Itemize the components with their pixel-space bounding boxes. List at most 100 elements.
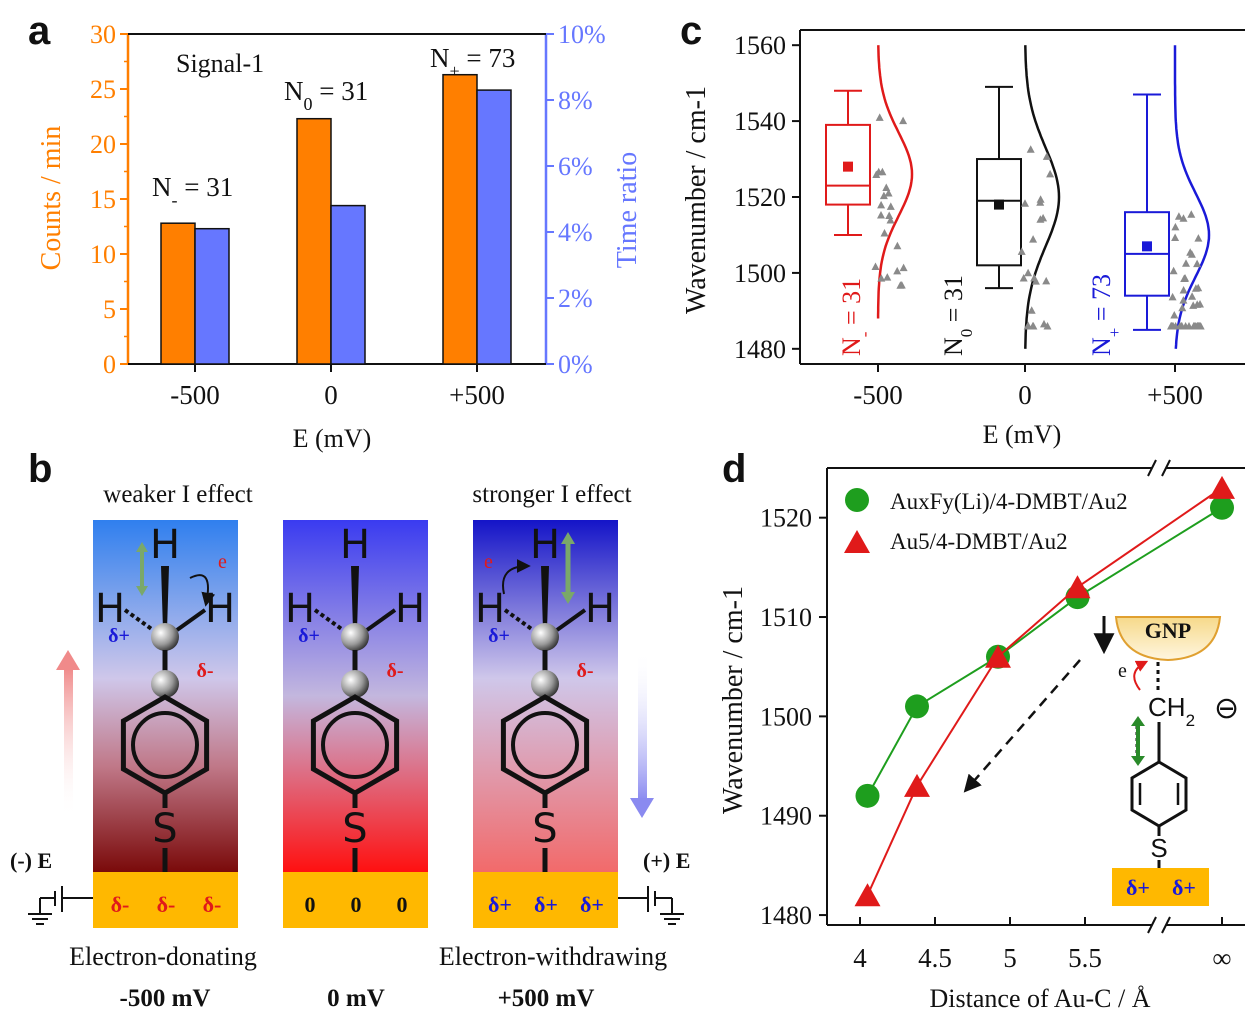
n-label-c-1: N0 = 31 <box>939 275 976 356</box>
c-y-tick-label-0: 1480 <box>734 335 786 364</box>
carbon-ball-top-2 <box>531 623 559 651</box>
arrow-up-left-head <box>56 650 80 670</box>
e-label-right: e <box>484 551 493 573</box>
panel-label-c: c <box>680 9 702 53</box>
d-point-triangle-3 <box>1064 575 1091 599</box>
bond-dash-left-0 <box>123 608 155 632</box>
legend-marker-green <box>845 488 869 512</box>
surface-right <box>473 872 618 928</box>
sample-point-2-43 <box>1194 234 1203 242</box>
sample-point-2-7 <box>1174 212 1183 220</box>
ylabel-d: Wavenumber / cm-1 <box>718 586 749 814</box>
surface-text-0-1: δ- <box>157 892 176 917</box>
atom-h-left-2: H <box>475 586 505 632</box>
dist-curve-0 <box>876 45 914 319</box>
sample-point-0-20 <box>880 229 889 237</box>
circuit-right <box>618 886 684 925</box>
d-y-tick-label-4: 1520 <box>760 504 812 533</box>
d-y-tick-label-1: 1490 <box>760 802 812 831</box>
d-point-triangle-0 <box>854 883 881 907</box>
mv-left: -500 mV <box>120 985 211 1011</box>
sample-point-0-18 <box>879 191 888 200</box>
ann-n-plus: N+ = 73 <box>430 43 515 81</box>
surface-text-1-0: 0 <box>305 892 316 917</box>
bars-group <box>160 73 512 365</box>
bar-counts-2 <box>442 73 478 365</box>
surface-text-0-0: δ- <box>111 892 130 917</box>
c-y-tick-label-4: 1560 <box>734 31 786 60</box>
sample-point-0-15 <box>878 167 887 176</box>
ylabel-right-a: Time ratio <box>612 152 643 268</box>
panel-b: b weaker I effect stronger I effect HH Hδ… <box>10 447 690 1011</box>
stretch-arrow-left-head <box>136 542 148 552</box>
delta-minus-2: δ- <box>576 660 593 682</box>
right-tick-label-1: 2% <box>558 284 593 313</box>
atom-s-0: S <box>152 806 177 852</box>
sample-point-1-2 <box>1029 235 1038 243</box>
sample-point-2-32 <box>1176 322 1185 330</box>
x-tick-label-0: -500 <box>170 380 220 410</box>
arrow-up-left <box>64 668 73 818</box>
d-x-tick-label-4: ∞ <box>1212 943 1231 973</box>
d-point-circle-4 <box>1210 495 1234 520</box>
sample-point-2-40 <box>1196 300 1204 308</box>
xlabel-d: Distance of Au-C / Å <box>930 984 1151 1011</box>
bar-ratio-0 <box>194 227 230 365</box>
sample-point-1-11 <box>1030 273 1039 282</box>
surface-text-1-2: 0 <box>397 892 408 917</box>
left-tick-label-3: 15 <box>90 185 116 214</box>
atom-s-1: S <box>342 806 367 852</box>
c-y-tick-label-1: 1500 <box>734 259 786 288</box>
sample-point-1-16 <box>1042 152 1051 160</box>
surface-text-2-0: δ+ <box>488 892 512 917</box>
delta-minus-0: δ- <box>196 660 213 682</box>
sample-point-2-38 <box>1182 259 1190 267</box>
d-x-tick-label-2: 5 <box>1003 943 1017 973</box>
ch2-charge: ⊖ <box>1214 692 1239 725</box>
inset-surface-delta-1: δ+ <box>1126 875 1150 900</box>
right-tick-label-2: 4% <box>558 218 593 247</box>
sample-point-2-34 <box>1178 303 1187 312</box>
carbon-ball-top-1 <box>341 623 369 651</box>
sample-point-0-12 <box>883 273 892 281</box>
e-label-left: e <box>218 551 227 573</box>
sample-point-0-0 <box>886 202 895 210</box>
right-tick-label-4: 8% <box>558 86 593 115</box>
sample-point-2-10 <box>1193 259 1202 268</box>
sample-point-1-14 <box>1040 319 1048 328</box>
panel-d: d 1480 1490 1500 1510 1520 4 4.5 5 5.5 ∞ AuxFy(L… <box>718 447 1245 1011</box>
carbon-ball-bottom-0 <box>151 670 179 698</box>
atom-h-left-0: H <box>95 586 125 632</box>
n-label-main: N <box>837 337 866 356</box>
sample-point-1-5 <box>1019 274 1028 282</box>
dashed-arrow-inset <box>963 659 1081 793</box>
mean-marker-0 <box>843 161 853 172</box>
left-ticks: 0 5 10 15 20 25 30 <box>90 20 128 379</box>
x-tick-label-1: 0 <box>324 380 338 410</box>
panel-label-b: b <box>28 447 52 491</box>
n-label-sub: 0 <box>957 329 976 338</box>
ylabel-c: Wavenumber / cm-1 <box>681 86 712 314</box>
atom-h-right-0: H <box>205 586 235 632</box>
x-ticks-d: 4 4.5 5 5.5 ∞ <box>853 917 1232 973</box>
sample-point-0-14 <box>886 216 895 224</box>
n-label-rest: = 73 <box>1087 274 1116 328</box>
atom-h-right-2: H <box>585 586 615 632</box>
series-group-d <box>854 475 1235 907</box>
sample-point-2-15 <box>1171 222 1180 231</box>
surface-labels: δ-δ-δ- 0 0 0 δ+ δ+ δ+ <box>111 892 604 917</box>
stretch-green-head-up <box>1131 716 1145 726</box>
sample-point-1-1 <box>1024 268 1033 277</box>
d-line-0-3 <box>1076 506 1223 599</box>
sample-point-0-2 <box>885 211 894 219</box>
n-label-rest: = 31 <box>837 278 866 332</box>
atom-h-left-1: H <box>285 586 315 632</box>
y-ticks-c: 1480 1500 1520 1540 1560 <box>734 31 800 364</box>
ann-n-zero: N0 = 31 <box>284 76 368 114</box>
left-tick-label-4: 20 <box>90 130 116 159</box>
atom-h-top-1: H <box>340 522 370 568</box>
sample-point-1-8 <box>1026 145 1035 153</box>
y-ticks-d: 1480 1490 1500 1510 1520 <box>760 504 827 930</box>
sample-point-1-17 <box>1036 198 1045 206</box>
title-weaker: weaker I effect <box>103 481 252 508</box>
